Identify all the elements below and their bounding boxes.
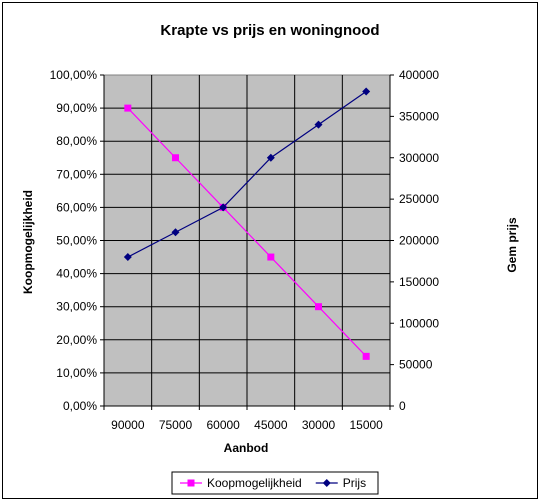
left-tick-label: 80,00%	[56, 134, 97, 148]
data-point-koopmogelijkheid	[124, 104, 132, 112]
data-point-prijs	[362, 87, 371, 96]
data-point-prijs	[314, 120, 323, 129]
right-tick-label: 300000	[399, 151, 439, 165]
data-point-koopmogelijkheid	[172, 154, 179, 162]
left-tick-label: 20,00%	[56, 333, 97, 347]
data-point-koopmogelijkheid	[315, 303, 322, 311]
right-tick-label: 150000	[399, 275, 439, 289]
x-tick-label: 60000	[206, 418, 240, 432]
y-axis-left-label: Koopmogelijkheid	[21, 190, 35, 294]
right-tick-label: 50000	[399, 358, 433, 372]
legend-label-koopmogelijkheid: Koopmogelijkheid	[207, 476, 302, 490]
x-axis-label: Aanbod	[224, 441, 269, 455]
x-axis-ticks: 90000 75000 60000 45000 30000 15000	[103, 75, 391, 432]
series-layer	[123, 87, 371, 360]
data-point-prijs	[219, 203, 228, 212]
right-axis-ticks: 0 50000 100000 150000 200000 250000 300000 3500…	[390, 68, 439, 413]
x-tick-label: 30000	[302, 418, 336, 432]
left-tick-label: 30,00%	[56, 300, 97, 314]
right-tick-label: 350000	[399, 109, 439, 123]
left-tick-label: 60,00%	[56, 200, 97, 214]
legend: Koopmogelijkheid Prijs	[171, 471, 379, 495]
data-point-koopmogelijkheid	[362, 352, 370, 360]
left-tick-label: 100,00%	[50, 68, 98, 82]
left-axis-ticks: 0,00% 10,00% 20,00% 30,00% 40,00% 50,00% 60,00…	[50, 68, 104, 413]
legend-label-prijs: Prijs	[343, 476, 366, 490]
right-tick-label: 400000	[399, 68, 439, 82]
right-tick-label: 0	[399, 399, 406, 413]
chart-title: Krapte vs prijs en woningnood	[160, 22, 379, 39]
series-line-koopmogelijkheid	[127, 107, 367, 357]
x-tick-label: 75000	[159, 418, 193, 432]
x-tick-label: 90000	[111, 418, 145, 432]
left-tick-label: 10,00%	[56, 366, 97, 380]
right-tick-label: 200000	[399, 234, 439, 248]
legend-box	[171, 471, 379, 495]
data-point-prijs	[171, 228, 180, 237]
y-axis-right-label: Gem prijs	[505, 217, 519, 273]
left-tick-label: 70,00%	[56, 167, 97, 181]
data-point-prijs	[123, 253, 132, 262]
left-tick-label: 90,00%	[56, 101, 97, 115]
left-tick-label: 0,00%	[63, 399, 97, 413]
right-tick-label: 250000	[399, 192, 439, 206]
x-tick-label: 45000	[254, 418, 288, 432]
left-tick-label: 50,00%	[56, 234, 97, 248]
data-point-koopmogelijkheid	[267, 253, 275, 261]
right-tick-label: 100000	[399, 316, 439, 330]
legend-marker-prijs	[322, 479, 331, 487]
left-tick-label: 40,00%	[56, 267, 97, 281]
series-line-prijs	[127, 91, 367, 258]
data-point-prijs	[266, 153, 275, 162]
legend-marker-koopmogelijkheid	[187, 479, 195, 487]
x-tick-label: 15000	[349, 418, 383, 432]
